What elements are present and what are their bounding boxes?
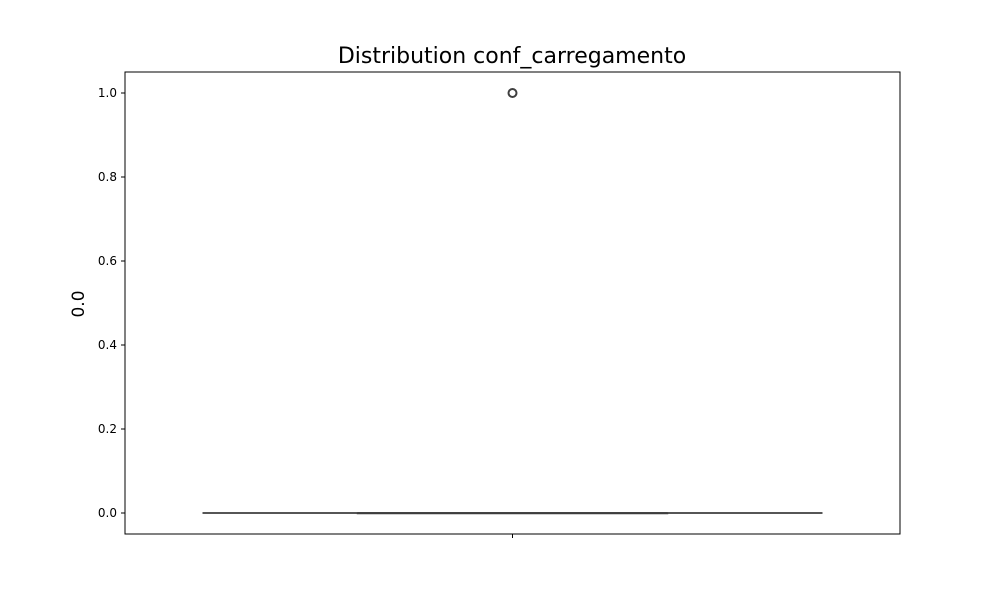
plot-frame	[124, 71, 901, 535]
y-tick-label: 0.4	[98, 338, 117, 352]
y-tick-label: 1.0	[98, 86, 117, 100]
y-axis-label: 0.0	[69, 290, 89, 317]
y-tick-label: 0.0	[98, 506, 117, 520]
chart-title: Distribution conf_carregamento	[338, 44, 686, 69]
outlier-point	[507, 88, 518, 98]
y-tick-label: 0.8	[98, 170, 117, 184]
y-tick-label: 0.2	[98, 422, 117, 436]
box-plot-marks	[202, 88, 823, 515]
axes: 0.0 0.2 0.4 0.6 0.8 1.0	[98, 71, 901, 538]
y-tick-label: 0.6	[98, 254, 117, 268]
